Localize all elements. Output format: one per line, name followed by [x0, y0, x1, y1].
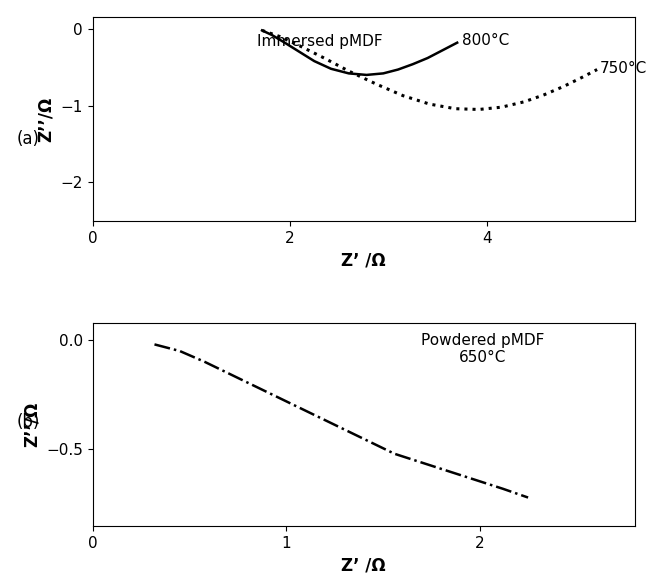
- Text: Immersed pMDF: Immersed pMDF: [257, 34, 383, 49]
- Text: (a): (a): [17, 129, 40, 148]
- Y-axis label: Z’’/Ω: Z’’/Ω: [37, 97, 55, 142]
- Y-axis label: Z’’/Ω: Z’’/Ω: [22, 402, 40, 447]
- Text: 800°C: 800°C: [462, 33, 510, 48]
- Text: 750°C: 750°C: [600, 61, 647, 76]
- Text: (b): (b): [17, 413, 40, 431]
- X-axis label: Z’ /Ω: Z’ /Ω: [341, 556, 386, 575]
- X-axis label: Z’ /Ω: Z’ /Ω: [341, 251, 386, 269]
- Text: Powdered pMDF
650°C: Powdered pMDF 650°C: [421, 333, 545, 365]
